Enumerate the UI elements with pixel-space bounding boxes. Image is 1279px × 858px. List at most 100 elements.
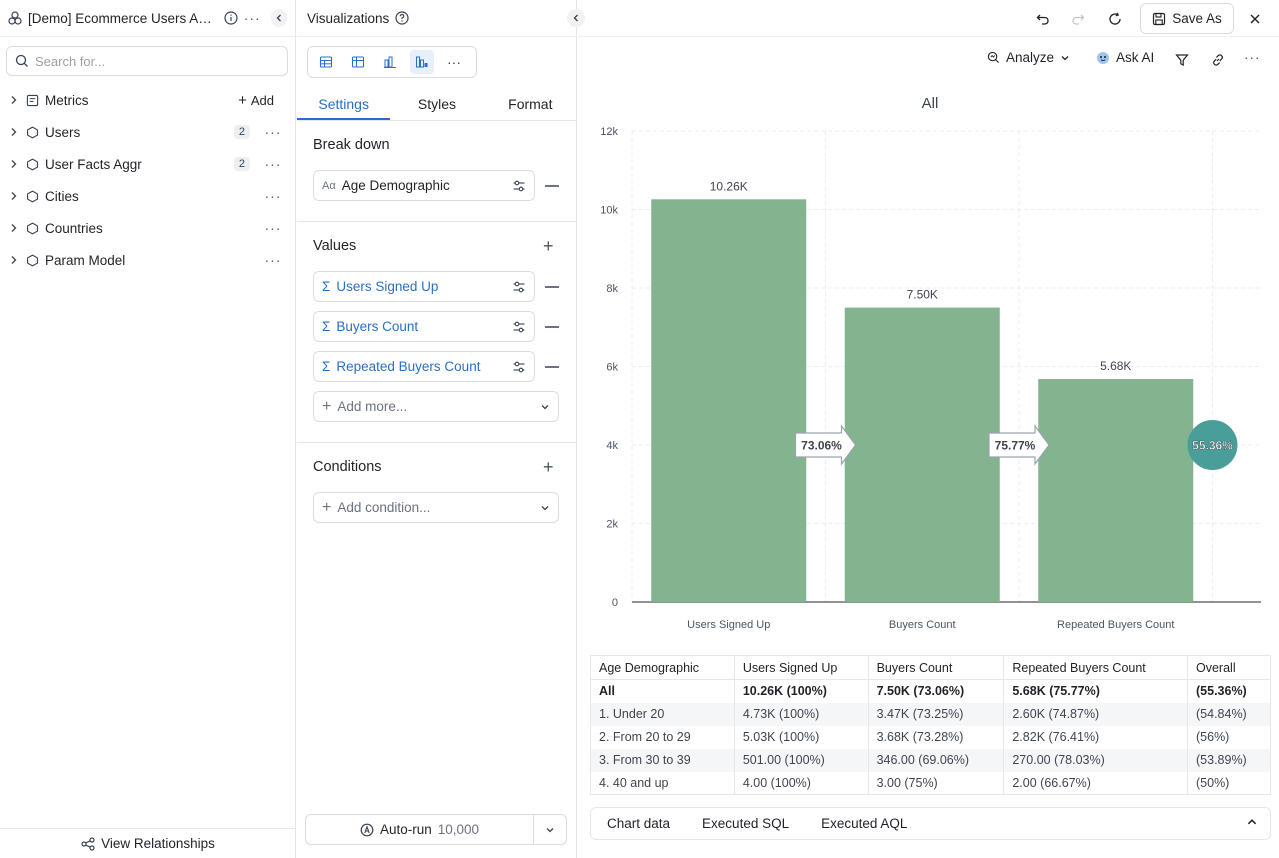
add-value-icon[interactable]: + <box>543 236 554 256</box>
table-cell: 7.50K (73.06%) <box>867 679 1005 703</box>
add-more-dropdown[interactable]: + Add more... <box>313 391 559 422</box>
add-condition-label: Add condition... <box>337 500 431 515</box>
tab-executed-sql[interactable]: Executed SQL <box>702 816 790 831</box>
model-more-icon[interactable]: ··· <box>264 252 282 268</box>
tab-format[interactable]: Format <box>508 96 553 112</box>
chevron-right-icon[interactable] <box>10 189 20 204</box>
x-tick-label: Repeated Buyers Count <box>1057 619 1174 631</box>
model-icon <box>26 253 39 267</box>
model-icon <box>26 189 39 203</box>
filter-icon[interactable] <box>1175 53 1189 67</box>
save-as-button[interactable]: Save As <box>1140 3 1234 34</box>
table-header-cell[interactable]: Buyers Count <box>867 655 1005 680</box>
info-icon[interactable] <box>224 11 238 25</box>
value-field-label: Repeated Buyers Count <box>336 359 481 374</box>
table-header-cell[interactable]: Users Signed Up <box>733 655 869 680</box>
pivot-table-viz-icon[interactable] <box>346 50 370 74</box>
search-input[interactable] <box>35 53 275 69</box>
chevron-right-icon[interactable] <box>10 93 20 108</box>
redo-icon[interactable] <box>1068 9 1088 29</box>
model-item[interactable]: Cities ··· <box>10 184 282 208</box>
chevron-down-icon <box>540 402 550 412</box>
field-settings-icon[interactable] <box>512 320 526 334</box>
remove-breakdown-icon[interactable] <box>545 185 559 187</box>
model-item[interactable]: User Facts Aggr 2 ··· <box>10 152 282 176</box>
autorun-options-button[interactable] <box>534 815 566 844</box>
model-more-icon[interactable]: ··· <box>264 220 282 236</box>
model-item[interactable]: Param Model ··· <box>10 248 282 272</box>
visualizations-title: Visualizations <box>307 10 390 26</box>
add-metric-button[interactable]: + Add <box>238 92 274 109</box>
ask-ai-button[interactable]: Ask AI <box>1096 50 1154 65</box>
add-label: Add <box>250 92 274 108</box>
value-field-pill[interactable]: Σ Users Signed Up <box>313 271 535 302</box>
y-tick-label: 2k <box>606 519 618 531</box>
autorun-limit: 10,000 <box>437 822 480 837</box>
chevron-right-icon[interactable] <box>10 125 20 140</box>
model-more-icon[interactable]: ··· <box>264 156 282 172</box>
more-options-icon[interactable]: ··· <box>1244 50 1261 65</box>
breakdown-field-pill[interactable]: Aα Age Demographic <box>313 170 535 201</box>
bar-chart-viz-icon[interactable] <box>378 50 402 74</box>
help-icon[interactable] <box>395 11 409 25</box>
text-type-icon: Aα <box>322 179 336 192</box>
model-more-icon[interactable]: ··· <box>264 188 282 204</box>
dataset-more-icon[interactable]: ··· <box>243 10 261 26</box>
field-settings-icon[interactable] <box>512 280 526 294</box>
analyze-icon <box>987 51 1000 64</box>
ai-assistant-icon <box>1096 51 1110 65</box>
table-header-cell[interactable]: Repeated Buyers Count <box>1003 655 1188 680</box>
value-field-pill[interactable]: Σ Repeated Buyers Count <box>313 351 535 382</box>
field-settings-icon[interactable] <box>512 179 526 193</box>
bar-data-label: 10.26K <box>710 179 748 193</box>
chevron-right-icon[interactable] <box>10 157 20 172</box>
add-condition-dropdown[interactable]: + Add condition... <box>313 492 559 523</box>
table-header-cell[interactable]: Age Demographic <box>590 655 735 680</box>
model-icon <box>26 157 39 171</box>
add-condition-icon[interactable]: + <box>543 457 554 477</box>
chevron-up-icon[interactable] <box>1246 816 1258 831</box>
table-viz-icon[interactable] <box>314 50 338 74</box>
view-relationships-button[interactable]: View Relationships <box>0 828 296 858</box>
sum-icon: Σ <box>322 279 331 294</box>
table-row: 1. Under 20 4.73K (100%) 3.47K (73.25%) 2.6… <box>590 702 1271 726</box>
table-row: 4. 40 and up 4.00 (100%) 3.00 (75%) 2.00 (6… <box>590 771 1271 795</box>
sum-icon: Σ <box>322 319 331 334</box>
breakdown-title: Break down <box>313 137 390 153</box>
tab-settings[interactable]: Settings <box>297 88 391 120</box>
tab-executed-aql[interactable]: Executed AQL <box>821 816 908 831</box>
settings-tabs: Settings Styles Format <box>297 88 577 121</box>
table-cell: 4.00 (100%) <box>733 771 869 795</box>
chevron-right-icon[interactable] <box>10 221 20 236</box>
collapse-left-icon[interactable] <box>270 9 287 27</box>
table-header-cell[interactable]: Overall <box>1187 655 1271 680</box>
undo-icon[interactable] <box>1033 9 1053 29</box>
field-settings-icon[interactable] <box>512 360 526 374</box>
model-more-icon[interactable]: ··· <box>264 124 282 140</box>
more-viz-icon[interactable]: ··· <box>447 54 461 70</box>
model-item[interactable]: Countries ··· <box>10 216 282 240</box>
remove-value-icon[interactable] <box>545 326 559 328</box>
tab-chart-data[interactable]: Chart data <box>607 816 671 831</box>
value-field-pill[interactable]: Σ Buyers Count <box>313 311 535 342</box>
tab-styles[interactable]: Styles <box>417 96 457 112</box>
model-item[interactable]: Users 2 ··· <box>10 120 282 144</box>
chart-toolbar: Analyze Ask AI ··· <box>578 50 1279 74</box>
remove-value-icon[interactable] <box>545 286 559 288</box>
overall-conversion-label: 55.36% <box>1192 439 1233 453</box>
chevron-right-icon[interactable] <box>10 253 20 268</box>
refresh-icon[interactable] <box>1105 9 1125 29</box>
table-cell: 3.68K (73.28%) <box>867 725 1005 749</box>
search-box[interactable] <box>6 46 288 76</box>
model-item[interactable]: Metrics + Add <box>10 88 282 112</box>
autorun-button[interactable]: Auto-run 10,000 <box>306 815 534 844</box>
model-label: Param Model <box>45 252 126 268</box>
link-icon[interactable] <box>1211 53 1225 67</box>
analyze-button[interactable]: Analyze <box>987 50 1070 65</box>
remove-value-icon[interactable] <box>545 366 559 368</box>
table-cell: (55.36%) <box>1187 679 1271 703</box>
funnel-chart-viz-icon[interactable] <box>410 50 434 74</box>
collapse-mid-icon[interactable] <box>567 9 585 27</box>
close-icon[interactable] <box>1245 9 1265 29</box>
bar <box>1038 379 1194 602</box>
